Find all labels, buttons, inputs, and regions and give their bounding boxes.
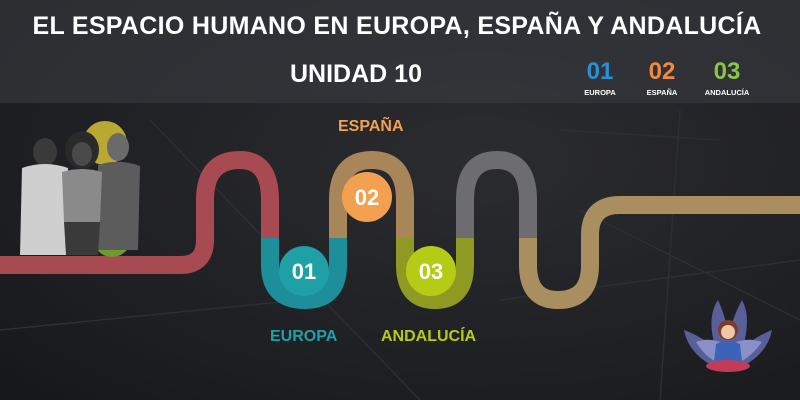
legend-label: EUROPA <box>584 88 616 97</box>
header-banner <box>0 0 800 103</box>
step-label-espana: ESPAÑA <box>338 118 404 135</box>
legend-number: 03 <box>713 58 741 85</box>
step-number: 03 <box>419 259 443 284</box>
step-label-europa: EUROPA <box>270 328 338 345</box>
step-number: 01 <box>292 259 316 284</box>
step-number: 02 <box>355 185 379 210</box>
unit-subtitle: UNIDAD 10 <box>290 60 422 88</box>
legend-number: 02 <box>648 58 676 85</box>
road-path <box>0 150 800 310</box>
step-badge-01: 01 <box>279 246 329 296</box>
legend-item-espana: 02 ESPAÑA <box>627 58 697 97</box>
legend-label: ANDALUCÍA <box>704 88 750 97</box>
page-title: EL ESPACIO HUMANO EN EUROPA, ESPAÑA Y AN… <box>32 12 762 40</box>
legend-label: ESPAÑA <box>646 88 678 97</box>
meditating-avatar <box>684 300 772 372</box>
legend-number: 01 <box>586 58 614 85</box>
legend-item-europa: 01 EUROPA <box>565 58 635 97</box>
step-badge-03: 03 <box>406 246 456 296</box>
students-photo <box>20 121 140 257</box>
step-badge-02: 02 <box>342 172 392 222</box>
step-label-andalucia: ANDALUCÍA <box>381 328 477 345</box>
legend-item-andalucia: 03 ANDALUCÍA <box>692 58 762 97</box>
